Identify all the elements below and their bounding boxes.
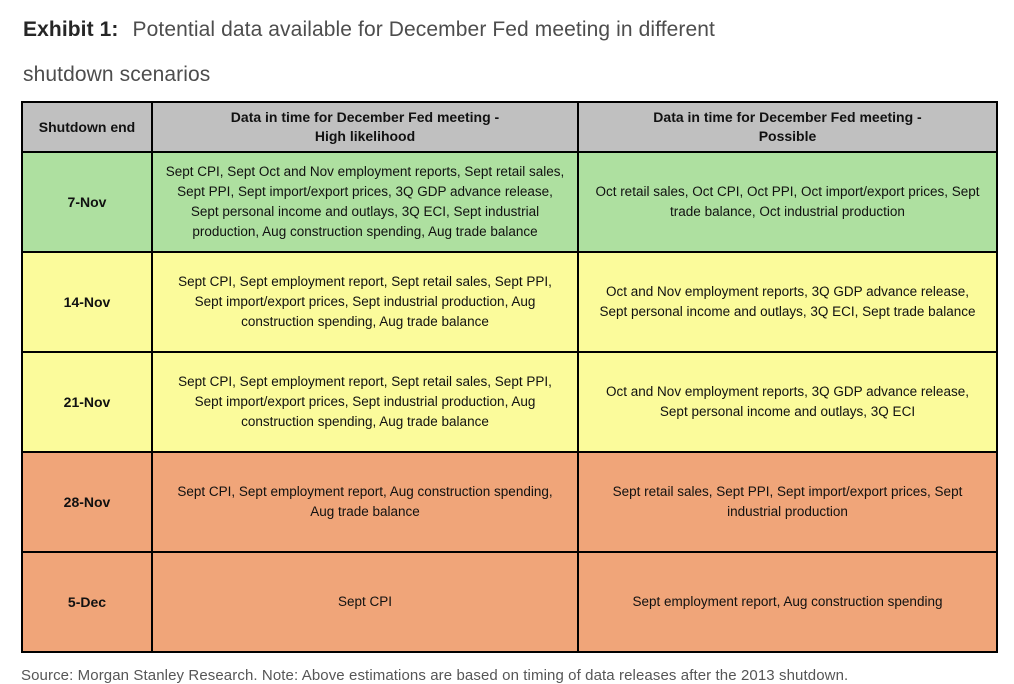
high-likelihood-cell: Sept CPI, Sept employment report, Sept r… <box>151 351 579 453</box>
possible-cell: Sept retail sales, Sept PPI, Sept import… <box>577 451 998 553</box>
possible-cell: Sept employment report, Aug construction… <box>577 551 998 653</box>
possible-cell: Oct retail sales, Oct CPI, Oct PPI, Oct … <box>577 151 998 253</box>
shutdown-scenarios-table: Shutdown end Data in time for December F… <box>21 101 998 653</box>
table-row: 28-Nov Sept CPI, Sept employment report,… <box>21 451 998 553</box>
possible-cell: Oct and Nov employment reports, 3Q GDP a… <box>577 251 998 353</box>
exhibit-title-line1: Potential data available for December Fe… <box>132 18 715 41</box>
table-row: 5-Dec Sept CPI Sept employment report, A… <box>21 551 998 653</box>
shutdown-end-date: 21-Nov <box>21 351 153 453</box>
high-likelihood-cell: Sept CPI, Sept employment report, Aug co… <box>151 451 579 553</box>
shutdown-end-date: 7-Nov <box>21 151 153 253</box>
table-header-row: Shutdown end Data in time for December F… <box>21 101 998 153</box>
shutdown-end-date: 5-Dec <box>21 551 153 653</box>
page-title: Exhibit 1: Potential data available for D… <box>0 0 1014 97</box>
source-note: Source: Morgan Stanley Research. Note: A… <box>21 667 849 684</box>
column-header-high-likelihood: Data in time for December Fed meeting - … <box>151 101 579 153</box>
possible-cell: Oct and Nov employment reports, 3Q GDP a… <box>577 351 998 453</box>
table-row: 14-Nov Sept CPI, Sept employment report,… <box>21 251 998 353</box>
column-header-possible: Data in time for December Fed meeting - … <box>577 101 998 153</box>
high-likelihood-cell: Sept CPI, Sept employment report, Sept r… <box>151 251 579 353</box>
high-likelihood-cell: Sept CPI <box>151 551 579 653</box>
table-row: 21-Nov Sept CPI, Sept employment report,… <box>21 351 998 453</box>
exhibit-title-line2: shutdown scenarios <box>23 63 211 86</box>
shutdown-end-date: 14-Nov <box>21 251 153 353</box>
exhibit-label: Exhibit 1: <box>23 18 119 41</box>
column-header-shutdown-end: Shutdown end <box>21 101 153 153</box>
shutdown-end-date: 28-Nov <box>21 451 153 553</box>
table-row: 7-Nov Sept CPI, Sept Oct and Nov employm… <box>21 151 998 253</box>
high-likelihood-cell: Sept CPI, Sept Oct and Nov employment re… <box>151 151 579 253</box>
